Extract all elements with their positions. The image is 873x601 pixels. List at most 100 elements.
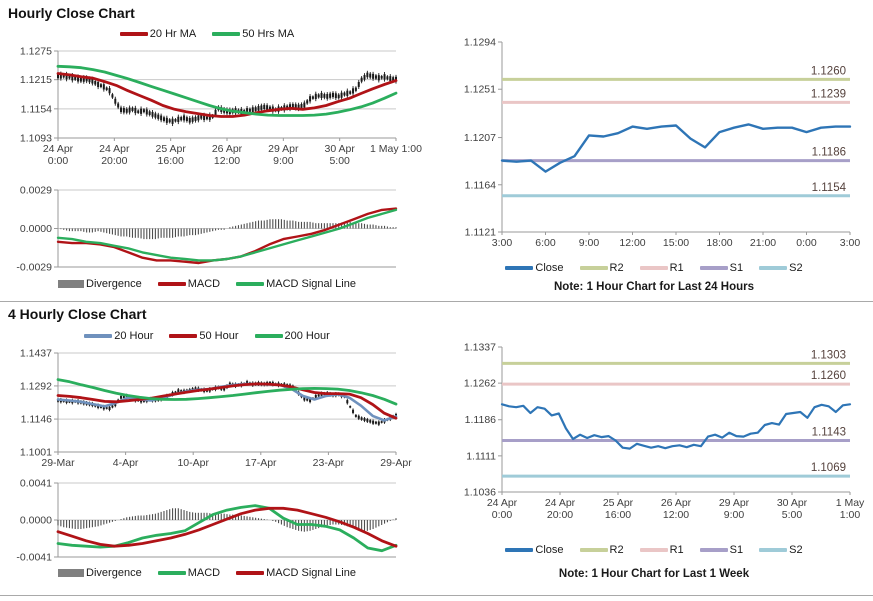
svg-text:1.1275: 1.1275 (20, 46, 52, 58)
hourly-price-legend: 20 Hr MA 50 Hrs MA (8, 28, 406, 40)
svg-text:1.1121: 1.1121 (465, 227, 496, 239)
legend-item-macd-signal-line: MACD Signal Line (236, 567, 356, 579)
svg-text:1.1111: 1.1111 (466, 450, 496, 462)
hourly-section-title: Hourly Close Chart (8, 5, 135, 21)
legend-item-r2: R2 (579, 544, 624, 556)
fourhourly-macd-legend: Divergence MACD MACD Signal Line (8, 567, 406, 579)
20-hour-swatch-icon (84, 334, 113, 338)
svg-text:25 Apr: 25 Apr (603, 497, 634, 509)
fourhourly-chart-note: Note: 1 Hour Chart for Last 1 Week (558, 568, 750, 580)
r1-swatch-icon (639, 548, 668, 552)
legend-item-macd: MACD (157, 278, 221, 290)
svg-text:24 Apr: 24 Apr (487, 497, 518, 509)
svg-text:1 May 1:00: 1 May 1:00 (370, 143, 422, 155)
svg-text:1.1337: 1.1337 (464, 342, 496, 354)
legend-label-close: Close (535, 544, 564, 556)
svg-text:29 Apr: 29 Apr (268, 143, 299, 155)
svg-text:1.1437: 1.1437 (20, 348, 52, 360)
svg-text:1.1186: 1.1186 (812, 147, 846, 159)
legend-item-s1: S1 (699, 544, 744, 556)
svg-text:1.1069: 1.1069 (811, 462, 846, 474)
legend-label-macd-signal-line: MACD Signal Line (266, 278, 356, 290)
svg-text:0:00: 0:00 (492, 509, 513, 521)
legend-label-200-hour: 200 Hour (284, 330, 330, 342)
svg-text:0:00: 0:00 (796, 237, 817, 249)
legend-label-s2: S2 (789, 544, 803, 556)
svg-text:29-Mar: 29-Mar (41, 457, 75, 469)
legend-label-s1: S1 (729, 544, 744, 556)
macd-signal-line-swatch-icon (236, 571, 265, 575)
hourly-macd-chart: 0.0029 0.0000 -0.0029 (16, 185, 398, 274)
svg-text:1 May: 1 May (836, 497, 865, 509)
svg-text:1.1260: 1.1260 (811, 370, 846, 382)
svg-text:20:00: 20:00 (101, 155, 127, 167)
svg-text:26 Apr: 26 Apr (661, 497, 692, 509)
svg-text:1:00: 1:00 (840, 509, 861, 521)
svg-text:25 Apr: 25 Apr (155, 143, 186, 155)
svg-text:15:00: 15:00 (663, 237, 689, 249)
svg-text:1.1186: 1.1186 (465, 414, 496, 426)
svg-text:0:00: 0:00 (48, 155, 69, 167)
legend-label-r2: R2 (609, 262, 624, 274)
hourly-sr-legend: Close R2 R1 S1 S2 (440, 262, 868, 274)
legend-item-close: Close (505, 544, 564, 556)
svg-text:0.0041: 0.0041 (20, 478, 52, 490)
svg-text:16:00: 16:00 (158, 155, 184, 167)
svg-text:0.0029: 0.0029 (20, 185, 52, 197)
svg-text:0.0000: 0.0000 (20, 515, 52, 527)
svg-text:1.1146: 1.1146 (21, 414, 52, 426)
r2-swatch-icon (579, 548, 608, 552)
legend-item-s1: S1 (699, 262, 744, 274)
svg-text:30 Apr: 30 Apr (777, 497, 808, 509)
divergence-swatch-icon (58, 280, 85, 288)
svg-text:24 Apr: 24 Apr (99, 143, 130, 155)
legend-label-s1: S1 (729, 262, 744, 274)
svg-text:-0.0029: -0.0029 (16, 262, 52, 274)
svg-text:17-Apr: 17-Apr (245, 457, 277, 469)
svg-text:1.1251: 1.1251 (464, 84, 496, 96)
s2-swatch-icon (759, 548, 788, 552)
s1-swatch-icon (699, 266, 728, 270)
svg-text:18:00: 18:00 (706, 237, 732, 249)
r2-swatch-icon (579, 266, 608, 270)
svg-text:16:00: 16:00 (605, 509, 631, 521)
legend-label-r2: R2 (609, 544, 624, 556)
section-divider (0, 301, 873, 302)
svg-text:1.1154: 1.1154 (21, 103, 52, 115)
svg-text:1.1154: 1.1154 (812, 182, 847, 194)
legend-item-r2: R2 (579, 262, 624, 274)
macd-swatch-icon (157, 282, 186, 286)
svg-text:29 Apr: 29 Apr (719, 497, 750, 509)
svg-text:1.1207: 1.1207 (464, 132, 496, 144)
svg-text:1.1303: 1.1303 (811, 349, 846, 361)
svg-text:23-Apr: 23-Apr (313, 457, 345, 469)
macd-swatch-icon (157, 571, 186, 575)
svg-text:20:00: 20:00 (547, 509, 573, 521)
svg-text:9:00: 9:00 (579, 237, 600, 249)
svg-text:4-Apr: 4-Apr (113, 457, 139, 469)
svg-text:21:00: 21:00 (750, 237, 776, 249)
svg-text:24 Apr: 24 Apr (43, 143, 74, 155)
svg-text:1.1260: 1.1260 (811, 65, 846, 77)
s2-swatch-icon (759, 266, 788, 270)
legend-label-macd: MACD (187, 278, 221, 290)
svg-text:1.1036: 1.1036 (464, 487, 496, 499)
legend-item-macd: MACD (157, 567, 220, 579)
200-hour-swatch-icon (254, 334, 283, 338)
r1-swatch-icon (639, 266, 668, 270)
svg-text:12:00: 12:00 (663, 509, 689, 521)
svg-text:5:00: 5:00 (329, 155, 350, 167)
legend-item-divergence: Divergence (58, 278, 142, 290)
svg-text:1.1262: 1.1262 (464, 378, 496, 390)
legend-item-50-hour: 50 Hour (169, 330, 239, 342)
divergence-swatch-icon (58, 569, 85, 577)
svg-text:1.1164: 1.1164 (465, 179, 496, 191)
svg-text:9:00: 9:00 (273, 155, 294, 167)
svg-text:24 Apr: 24 Apr (545, 497, 576, 509)
svg-text:9:00: 9:00 (724, 509, 745, 521)
macd-signal-line-swatch-icon (236, 282, 265, 286)
legend-item-20-hour: 20 Hour (84, 330, 153, 342)
legend-item-r1: R1 (639, 544, 684, 556)
legend-label-divergence: Divergence (86, 278, 142, 290)
